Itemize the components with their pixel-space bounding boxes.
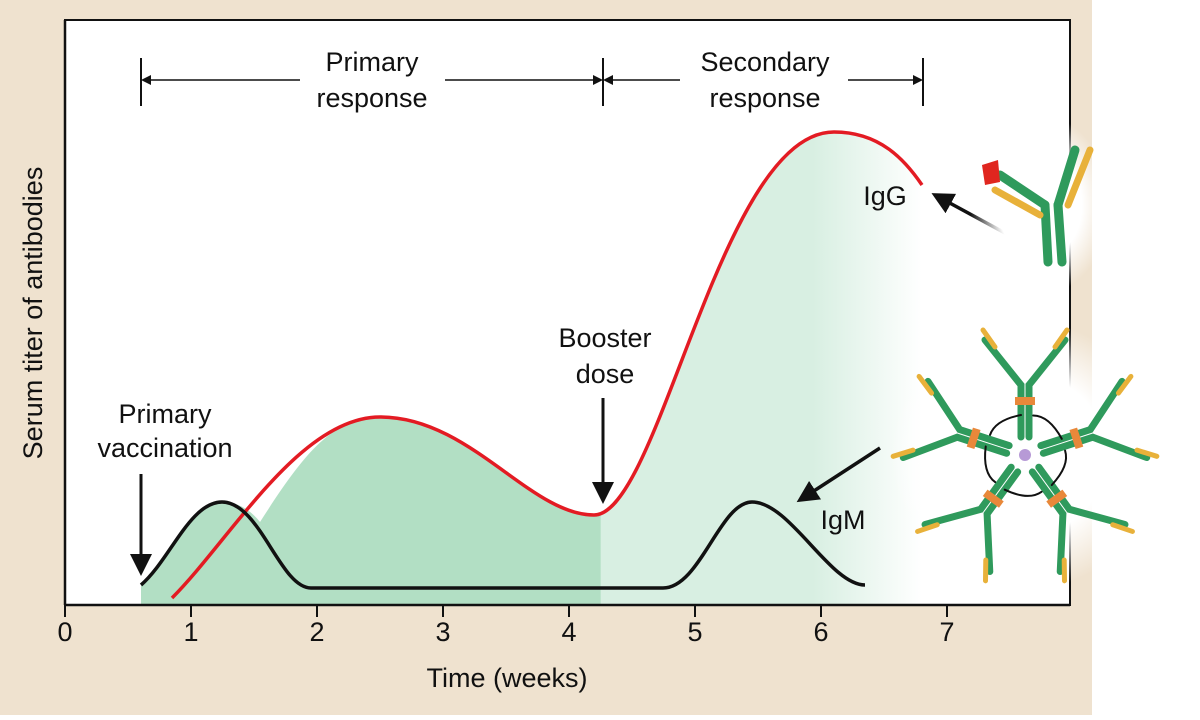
igm-chain	[1039, 433, 1151, 462]
igm-chain	[890, 447, 916, 459]
phase-label: Primary	[326, 47, 419, 77]
x-tick-label: 0	[57, 617, 72, 647]
x-axis-label: Time (weeks)	[426, 663, 587, 693]
igm-chain	[899, 433, 1011, 462]
j-chain	[1019, 449, 1031, 461]
antibody-label: IgG	[863, 181, 907, 211]
igm-chain	[1025, 336, 1069, 441]
igm-chain	[915, 522, 940, 534]
x-tick-label: 6	[813, 617, 828, 647]
x-tick-label: 1	[183, 617, 198, 647]
igm-domain	[1015, 397, 1035, 405]
igm-chain	[1134, 447, 1160, 459]
igm-chain	[1037, 377, 1126, 450]
event-label: vaccination	[97, 433, 232, 463]
igm-chain	[1110, 522, 1135, 534]
phase-label: Secondary	[700, 47, 830, 77]
igm-chain	[1050, 449, 1068, 487]
igm-domain	[1046, 489, 1068, 508]
antibody-label: IgM	[820, 505, 865, 535]
igm-chain	[924, 377, 1013, 450]
igm-monomer	[980, 327, 1070, 441]
x-tick-label: 4	[561, 617, 576, 647]
igm-chain	[1032, 414, 1063, 440]
y-axis-label: Serum titer of antibodies	[18, 167, 48, 460]
igm-icon	[890, 327, 1160, 584]
phase-label: response	[709, 83, 820, 113]
x-tick-label: 3	[435, 617, 450, 647]
igg-icon	[982, 145, 1094, 267]
igm-chain	[983, 557, 989, 584]
igm-monomer	[890, 373, 1013, 484]
igm-chain	[1115, 373, 1134, 396]
igm-chain	[981, 336, 1025, 441]
x-ticks: 0 1 2 3 4 5 6 7	[57, 605, 955, 647]
igm-chain	[983, 468, 1022, 576]
igm-monomer	[915, 463, 1043, 584]
igm-chain	[1003, 488, 1043, 497]
igm-chain	[921, 463, 1015, 529]
phase-label: response	[316, 83, 427, 113]
igm-chain	[1028, 468, 1067, 576]
igm-curve	[139, 500, 866, 590]
event-label: Booster	[558, 323, 651, 353]
igm-chain	[984, 445, 997, 484]
igm-domain	[982, 489, 1004, 508]
phase-brackets	[140, 58, 924, 106]
igm-chain	[989, 414, 1022, 436]
igm-chain	[916, 373, 935, 396]
igm-domain	[966, 427, 981, 450]
igm-chain	[1035, 463, 1129, 529]
event-label: dose	[576, 359, 635, 389]
igm-chain	[980, 327, 998, 350]
igg-curve	[170, 130, 924, 600]
igm-chain	[1061, 557, 1067, 584]
igm-monomer	[1028, 449, 1135, 584]
x-tick-label: 2	[309, 617, 324, 647]
antibody-arrow	[796, 446, 881, 503]
igm-chain	[1052, 327, 1070, 350]
event-label: Primary	[119, 399, 212, 429]
igm-monomer	[1032, 373, 1160, 462]
x-tick-label: 7	[939, 617, 954, 647]
x-tick-label: 5	[687, 617, 702, 647]
igm-domain	[1069, 427, 1084, 450]
